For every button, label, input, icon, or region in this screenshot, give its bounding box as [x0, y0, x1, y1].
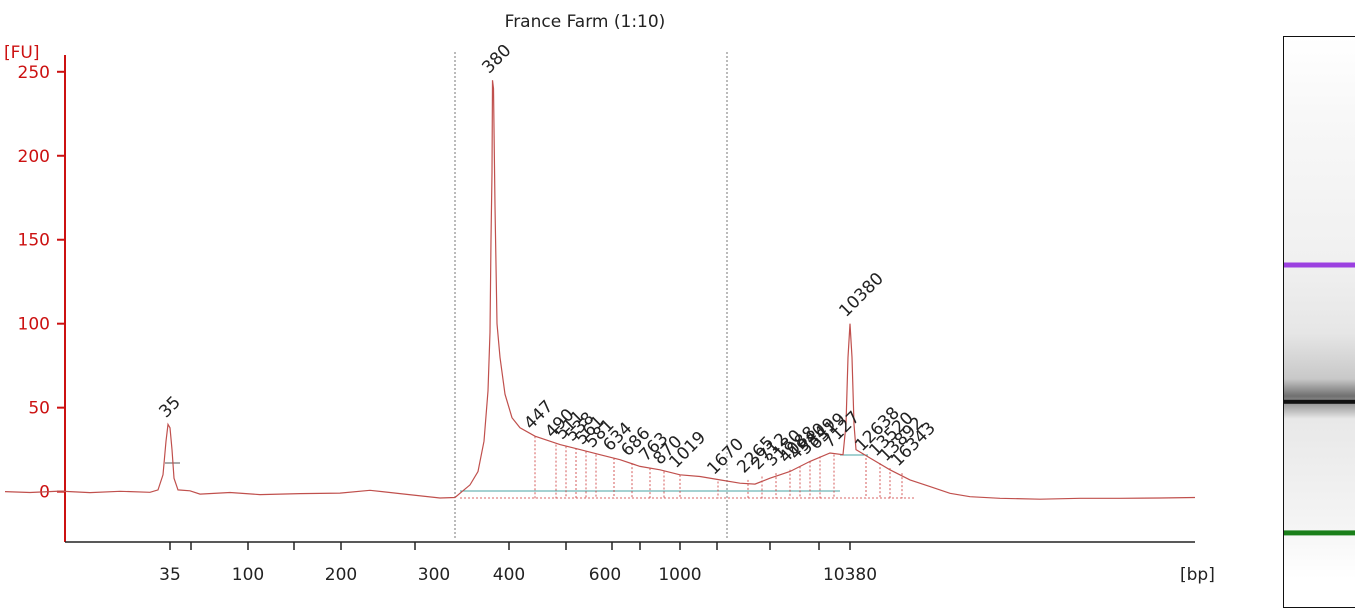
peak-labels: 3538044749051153856158163468676387010191…: [155, 41, 939, 479]
signal-trace: [4, 80, 1196, 500]
y-tick-label: 0: [39, 483, 50, 503]
y-tick-label: 250: [18, 63, 50, 83]
x-tick-label: 400: [493, 565, 525, 585]
x-tick-label: 200: [325, 565, 357, 585]
gel-image: [1284, 37, 1355, 607]
y-tick-label: 100: [18, 315, 50, 335]
y-tick-label: 50: [28, 399, 50, 419]
x-ticks: 35 100 200 300 400 600 1000 10380: [159, 542, 877, 585]
x-tick-label: 1000: [658, 565, 701, 585]
gel-lane: [1283, 36, 1355, 608]
gel-band-marker-upper: [1284, 262, 1355, 268]
peak-label: 10380: [835, 269, 887, 321]
gel-band-marker-lower: [1284, 530, 1355, 536]
x-tick-label: 100: [232, 565, 264, 585]
x-axis-label: [bp]: [1180, 565, 1215, 585]
x-tick-label: 600: [589, 565, 621, 585]
gel-band-sample: [1284, 399, 1355, 404]
y-tick-label: 150: [18, 231, 50, 251]
gel-smear: [1284, 37, 1355, 607]
y-axis-label: [FU]: [4, 43, 40, 63]
peak-label: 380: [478, 41, 515, 78]
y-tick-label: 200: [18, 147, 50, 167]
peak-drop-lines: [534, 436, 903, 499]
x-tick-label: 35: [159, 565, 181, 585]
y-ticks: 0 50 100 150 200 250: [18, 63, 65, 503]
x-tick-label: 300: [418, 565, 450, 585]
x-tick-label: 10380: [823, 565, 877, 585]
chart-title: France Farm (1:10): [505, 12, 666, 32]
peak-label: 35: [155, 393, 184, 422]
